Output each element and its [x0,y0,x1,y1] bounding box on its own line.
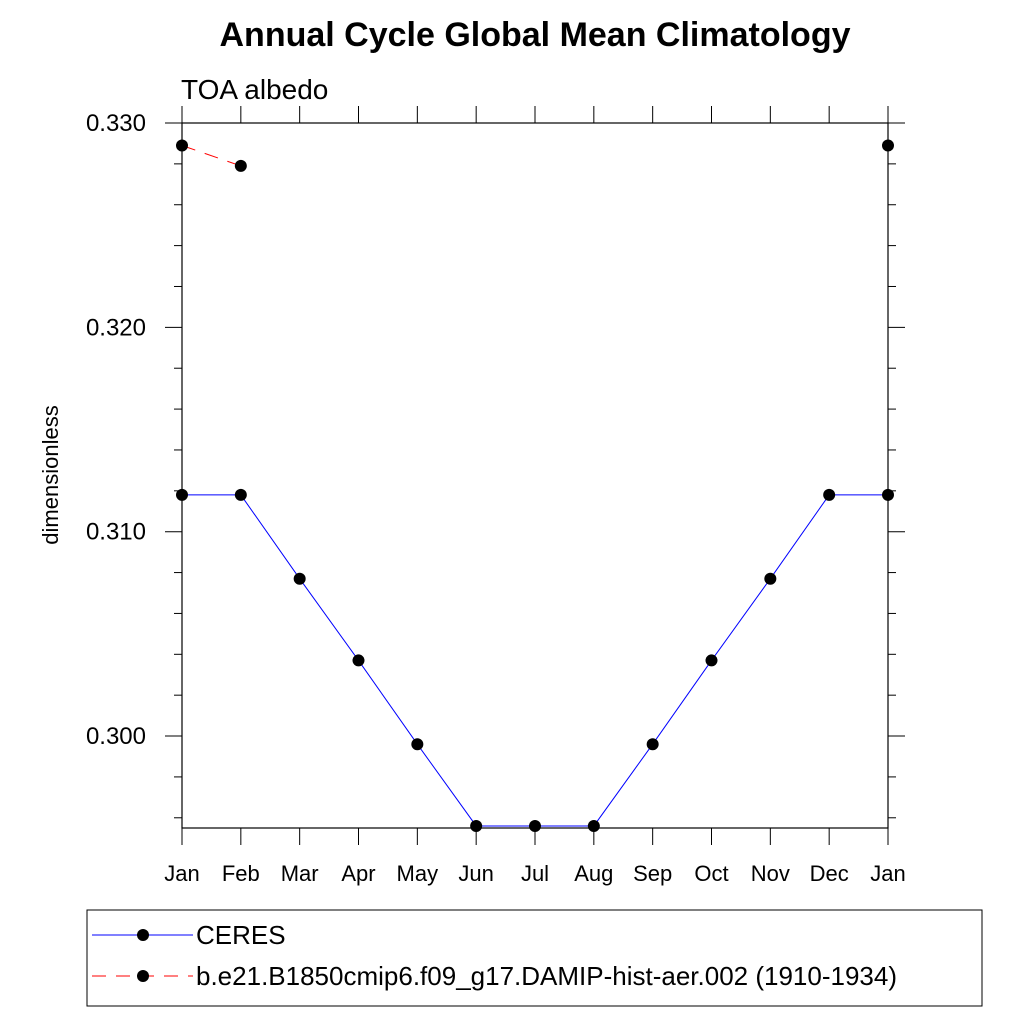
data-point [234,159,247,172]
data-point [882,488,894,501]
data-point [234,488,247,501]
x-tick-label: Jul [521,861,549,886]
series-line [182,494,888,827]
legend: CERES b.e21.B1850cmip6.f09_g17.DAMIP-his… [86,909,983,1007]
data-point [705,654,718,667]
x-tick-label: Jun [458,861,493,886]
y-tick-label: 0.310 [86,519,146,546]
x-tick-label: Apr [341,861,375,886]
y-tick-label: 0.300 [86,723,146,750]
series-1 [176,139,894,172]
y-tick-label: 0.330 [86,110,146,137]
x-tick-label: Feb [222,861,260,886]
legend-label-ceres: CERES [196,920,286,950]
x-tick-label: May [397,861,439,886]
data-point [176,488,188,501]
x-tick-label: Jan [164,861,199,886]
x-tick-label: Mar [281,861,319,886]
axis-ticks: 0.300 0.310 0.320 0.330 Jan Feb Mar Apr May Jun Ju… [86,106,906,886]
data-point [823,488,836,501]
data-point [882,139,894,152]
data-point [352,654,365,667]
legend-marker-ceres [137,929,149,941]
data-point [411,738,424,751]
data-point [293,572,306,585]
data-point [529,819,541,832]
x-tick-label: Oct [694,861,728,886]
x-tick-label: Aug [574,861,613,886]
data-point [176,139,188,152]
x-tick-label: Nov [751,861,790,886]
legend-box [86,909,983,1007]
y-tick-label: 0.320 [86,314,146,341]
data-point [470,819,483,832]
x-tick-label: Dec [810,861,849,886]
plot-frame [181,122,889,829]
plot-axes [181,122,889,829]
x-tick-label: Sep [633,861,672,886]
chart-title: Annual Cycle Global Mean Climatology [220,16,851,54]
data-point [764,572,777,585]
series-layer [176,139,894,832]
series-0 [176,488,894,832]
data-point [646,738,659,751]
y-axis-label: dimensionless [38,405,63,544]
legend-label-model: b.e21.B1850cmip6.f09_g17.DAMIP-hist-aer.… [196,961,897,991]
data-point [587,819,600,832]
chart-subtitle: TOA albedo [181,74,328,105]
x-tick-label: Jan [870,861,905,886]
legend-marker-model [137,970,149,982]
series-line [181,145,241,167]
